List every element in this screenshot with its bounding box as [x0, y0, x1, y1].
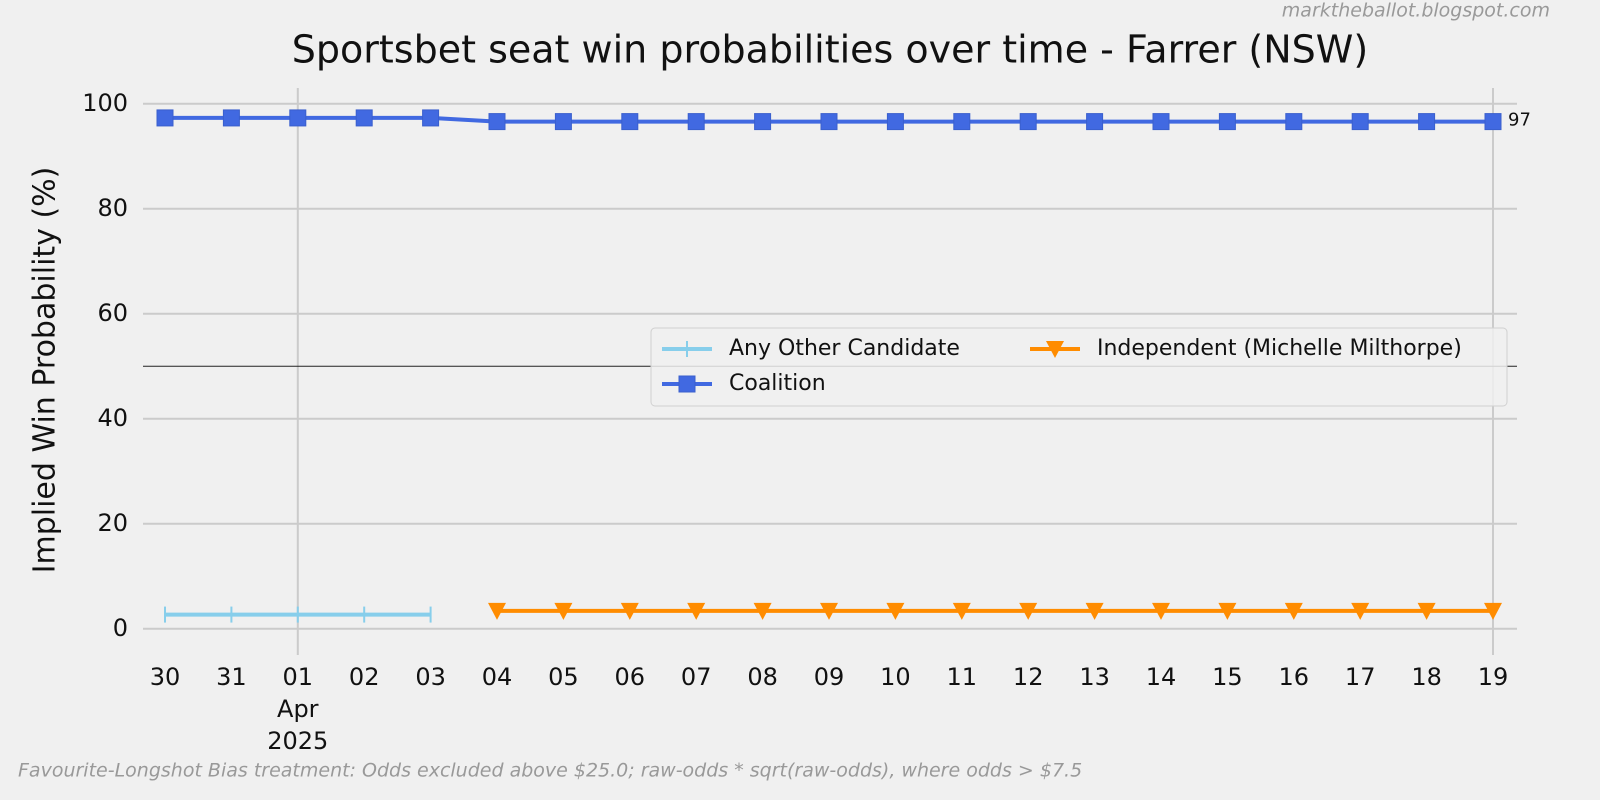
y-axis-label: Implied Win Probability (%)	[28, 167, 63, 574]
x-tick-label: 07	[681, 663, 712, 691]
marker	[1218, 602, 1237, 620]
marker	[1152, 602, 1170, 620]
marker	[687, 602, 706, 620]
marker	[554, 113, 572, 131]
marker	[1418, 113, 1436, 131]
x-tick-label: 09	[814, 663, 845, 691]
x-tick-label: 14	[1146, 663, 1177, 691]
marker	[422, 109, 440, 127]
marker	[1417, 602, 1436, 620]
legend-box	[650, 327, 1508, 407]
y-tick-label: 40	[97, 404, 128, 432]
watermark: marktheballot.blogspot.com	[1282, 0, 1550, 22]
chart-title: Sportsbet seat win probabilities over ti…	[292, 28, 1368, 72]
marker	[1284, 602, 1303, 620]
y-tick-label: 60	[97, 299, 128, 327]
marker	[554, 602, 573, 620]
marker	[1484, 113, 1502, 131]
x-tick-label: 10	[880, 663, 911, 691]
x-tick-label: 18	[1411, 663, 1442, 691]
x-year-label: 2025	[267, 727, 328, 755]
y-tick-label: 100	[82, 89, 128, 117]
marker	[886, 602, 905, 620]
x-tick-label: 03	[415, 663, 446, 691]
marker	[1351, 602, 1370, 620]
marker	[753, 602, 772, 620]
x-tick-label: 13	[1079, 663, 1110, 691]
x-tick-label: 30	[150, 663, 181, 691]
marker	[1285, 113, 1303, 131]
marker	[1085, 602, 1104, 620]
marker	[1152, 113, 1170, 131]
x-tick-label: 06	[615, 663, 646, 691]
x-tick-label: 05	[548, 663, 579, 691]
marker	[289, 109, 307, 127]
x-tick-label: 17	[1345, 663, 1376, 691]
legend: Any Other Candidate Coalition Independent …	[650, 327, 1508, 407]
marker	[488, 602, 506, 620]
marker	[156, 109, 174, 127]
marker	[621, 113, 639, 131]
legend-label: Coalition	[729, 371, 826, 396]
marker	[222, 109, 240, 127]
plot-area: 0 20 40 60 80 100 30 31 01 02 03 04 05 06 07 08 09 10 11 12…	[82, 88, 1531, 755]
x-tick-label: 16	[1279, 663, 1310, 691]
x-tick-label: 11	[947, 663, 978, 691]
x-tick-label: 15	[1212, 663, 1243, 691]
marker	[1019, 602, 1038, 620]
x-tick-label: 01	[283, 663, 314, 691]
legend-label: Independent (Michelle Milthorpe)	[1097, 336, 1462, 361]
x-tick-label: 12	[1013, 663, 1044, 691]
marker	[952, 602, 971, 620]
marker	[820, 113, 838, 131]
x-tick-label: 04	[482, 663, 513, 691]
legend-marker	[1046, 341, 1064, 358]
x-month-label: Apr	[277, 695, 319, 723]
marker	[1351, 113, 1369, 131]
y-tick-label: 20	[97, 509, 128, 537]
x-tick-label: 02	[349, 663, 380, 691]
marker	[1086, 113, 1104, 131]
legend-label: Any Other Candidate	[729, 336, 960, 361]
x-tick-label: 31	[216, 663, 247, 691]
marker	[886, 113, 904, 131]
marker	[820, 602, 838, 620]
x-tick-label: 08	[747, 663, 778, 691]
marker	[488, 113, 506, 131]
marker	[620, 602, 639, 620]
y-tick-label: 0	[113, 614, 128, 642]
x-tick-label: 19	[1478, 663, 1509, 691]
marker	[687, 113, 705, 131]
marker	[355, 109, 373, 127]
end-label: 97	[1508, 110, 1531, 131]
marker	[1484, 602, 1502, 620]
footnote: Favourite-Longshot Bias treatment: Odds …	[18, 760, 1082, 782]
marker	[953, 113, 971, 131]
legend-marker	[678, 375, 696, 393]
marker	[754, 113, 772, 131]
y-tick-label: 80	[97, 194, 128, 222]
marker	[1019, 113, 1037, 131]
marker	[1218, 113, 1236, 131]
